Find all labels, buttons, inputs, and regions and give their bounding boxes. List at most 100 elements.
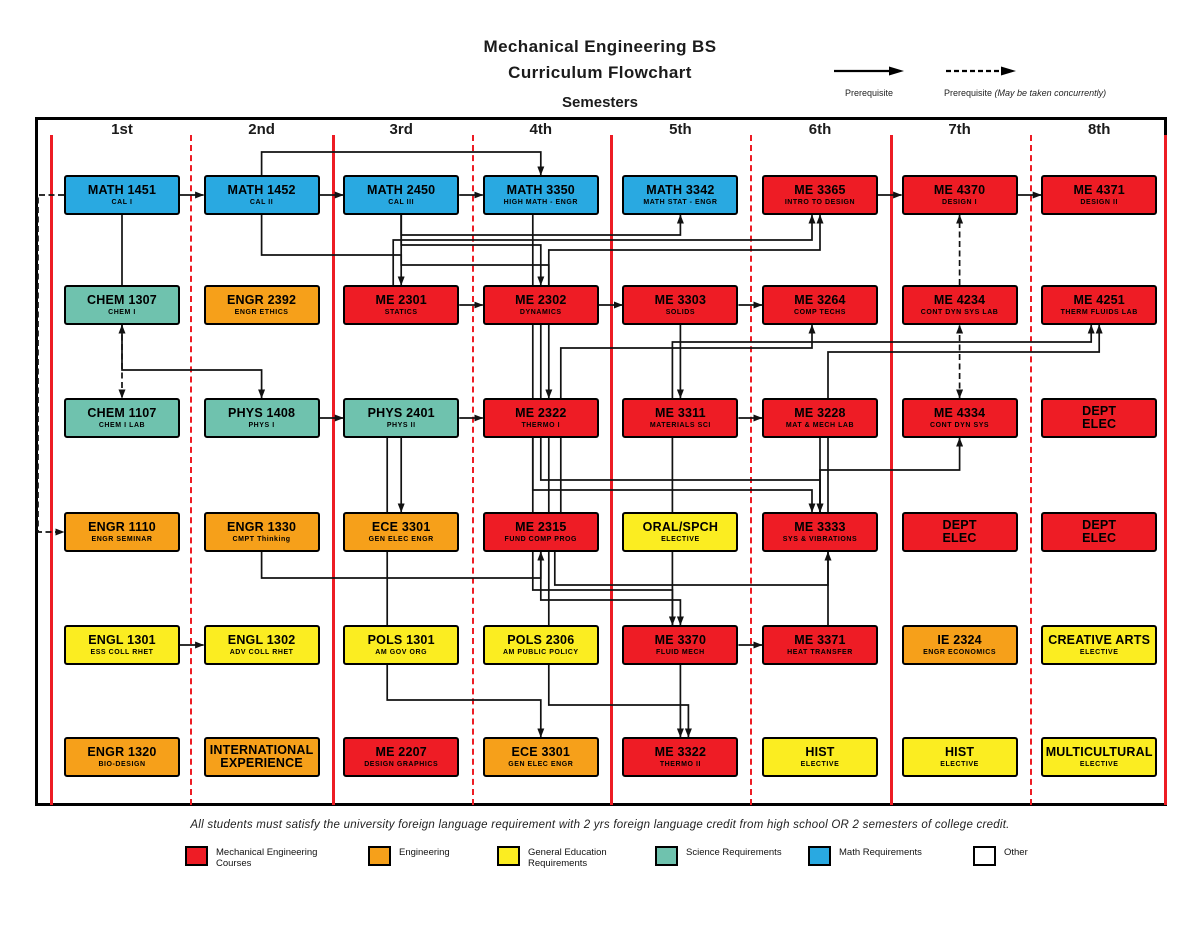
- course-engr1320: ENGR 1320 BIO-DESIGN: [64, 737, 180, 777]
- course-code: HIST: [944, 744, 975, 759]
- course-code: MATH 2450: [367, 182, 436, 197]
- semester-header-8th: 8th: [1087, 121, 1111, 138]
- course-name: MAT & MECH LAB: [785, 421, 855, 429]
- course-name: GEN ELEC ENGR: [508, 760, 574, 768]
- course-name: ESS COLL RHET: [90, 648, 154, 656]
- course-me3322: ME 3322 THERMO II: [622, 737, 739, 777]
- prereq-arrow-m2450-m3342: [400, 214, 684, 236]
- course-name: PHYS II: [386, 421, 416, 429]
- course-code: MULTICULTURAL: [1045, 744, 1153, 759]
- prereq-arrow-me2302-me3365: [547, 214, 824, 285]
- course-name: AM GOV ORG: [375, 648, 428, 656]
- page-title: Mechanical Engineering BS Curriculum Flo…: [0, 34, 1200, 87]
- prereq-arrow-m2450-me2302: [400, 215, 545, 286]
- course-name: HEAT TRANSFER: [787, 648, 853, 656]
- course-code: MATH 1452: [227, 182, 296, 197]
- course-me2207: ME 2207 DESIGN GRAPHICS: [343, 737, 460, 777]
- course-name: MATH STAT - ENGR: [643, 198, 718, 206]
- semesters-heading: Semesters: [562, 94, 638, 111]
- course-code: ME 4370: [933, 182, 986, 197]
- course-me3228: ME 3228 MAT & MECH LAB: [762, 398, 878, 438]
- prereq-arrow-m3350-me3333: [531, 215, 816, 513]
- course-name: HIGH MATH - ENGR: [503, 198, 578, 206]
- course-code: MATH 3342: [646, 182, 715, 197]
- course-name: ELECTIVE: [661, 535, 700, 543]
- course-me3264: ME 3264 COMP TECHS: [762, 285, 878, 325]
- course-code: PHYS 1408: [228, 405, 296, 420]
- legend-swatch-gened: [497, 846, 520, 866]
- course-me4371: ME 4371 DESIGN II: [1041, 175, 1158, 215]
- course-code: ENGR 1330: [226, 519, 297, 534]
- course-pols2306: POLS 2306 AM PUBLIC POLICY: [482, 625, 599, 665]
- course-code: MATH 1451: [87, 182, 157, 197]
- prereq-arrow-me2301-me3365: [392, 214, 816, 285]
- semester-header-3rd: 3rd: [389, 121, 413, 138]
- course-m1452: MATH 1452 CAL II: [203, 175, 320, 215]
- arrow-legend-dashed: Prerequisite (May be taken concurrently): [944, 64, 1194, 98]
- dashed-arrow-icon: [946, 66, 1016, 76]
- course-me3311: ME 3311 MATERIALS SCI: [622, 398, 739, 438]
- course-name: DESIGN II: [1080, 198, 1118, 206]
- course-name: CAL I: [111, 198, 133, 206]
- legend-label-gened: General Education Requirements: [528, 847, 607, 870]
- course-code: ME 3370: [654, 632, 707, 647]
- divider-dashed: [1030, 135, 1032, 805]
- legend-label-me: Mechanical Engineering Courses: [216, 847, 318, 870]
- course-name: CAL III: [388, 198, 415, 206]
- course-ece3301a: ECE 3301 GEN ELEC ENGR: [343, 512, 460, 552]
- course-me3370: ME 3370 FLUID MECH: [622, 625, 739, 665]
- course-code: PHYS 2401: [367, 405, 435, 420]
- course-me4234: ME 4234 CONT DYN SYS LAB: [901, 285, 1018, 325]
- course-hist1: HIST ELECTIVE: [762, 737, 878, 777]
- course-name: DESIGN GRAPHICS: [364, 760, 439, 768]
- course-name: CONT DYN SYS: [930, 421, 990, 429]
- course-me3365: ME 3365 INTRO TO DESIGN: [762, 175, 878, 215]
- course-ie2324: IE 2324 ENGR ECONOMICS: [901, 625, 1018, 665]
- course-m1451: MATH 1451 CAL I: [64, 175, 180, 215]
- course-code: ME 4234: [933, 292, 986, 307]
- prereq-arrow-me2322-me3322: [547, 438, 692, 738]
- dashed-arrow-label: Prerequisite (May be taken concurrently): [944, 88, 1194, 98]
- course-me3371: ME 3371 HEAT TRANSFER: [762, 625, 878, 665]
- course-code: ENGR 1110: [88, 519, 156, 534]
- prereq-arrow-m1451-engr1110: [37, 194, 65, 536]
- title-line1: Mechanical Engineering BS: [483, 37, 717, 56]
- prereq-arrow-me3371-me4251: [827, 324, 1103, 625]
- prereq-arrow-engr1330-me2315: [260, 551, 545, 579]
- course-code: POLS 1301: [367, 632, 435, 647]
- semester-header-5th: 5th: [669, 121, 692, 138]
- legend-label-other: Other: [1004, 847, 1028, 858]
- course-name: CMPT Thinking: [232, 535, 291, 543]
- course-name: THERM FLUIDS LAB: [1060, 308, 1138, 316]
- course-chem1107: CHEM 1107 CHEM I LAB: [64, 398, 180, 438]
- divider-solid: [332, 135, 335, 805]
- course-code: ME 2301: [375, 292, 427, 307]
- course-name: GEN ELEC ENGR: [368, 535, 434, 543]
- prereq-arrow-me2315-me3333: [553, 551, 832, 586]
- course-code: ME 2322: [515, 405, 567, 420]
- course-code: ME 3322: [654, 744, 707, 759]
- course-code: DEPT ELEC: [1082, 403, 1117, 431]
- course-name: ELECTIVE: [940, 760, 979, 768]
- course-name: ENGR SEMINAR: [91, 535, 153, 543]
- legend-swatch-other: [973, 846, 996, 866]
- course-name: SYS & VIBRATIONS: [782, 535, 858, 543]
- course-multi: MULTICULTURAL ELECTIVE: [1041, 737, 1158, 777]
- course-code: CHEM 1307: [87, 292, 157, 307]
- course-me4251: ME 4251 THERM FLUIDS LAB: [1041, 285, 1158, 325]
- course-name: CAL II: [249, 198, 274, 206]
- divider-solid: [50, 135, 53, 805]
- course-engl1301: ENGL 1301 ESS COLL RHET: [64, 625, 180, 665]
- course-creative: CREATIVE ARTS ELECTIVE: [1041, 625, 1158, 665]
- divider-dashed: [190, 135, 192, 805]
- course-code: ME 3228: [794, 405, 846, 420]
- legend-label-sci: Science Requirements: [686, 847, 782, 858]
- course-me3333: ME 3333 SYS & VIBRATIONS: [762, 512, 878, 552]
- course-name: AM PUBLIC POLICY: [502, 648, 579, 656]
- course-name: COMP TECHS: [793, 308, 847, 316]
- prereq-arrow-phys2401-ece3301b: [386, 438, 545, 738]
- course-code: DEPT ELEC: [942, 517, 977, 545]
- course-code: ENGR 1320: [87, 744, 157, 759]
- prereq-arrow-m1452-m3350: [260, 151, 545, 176]
